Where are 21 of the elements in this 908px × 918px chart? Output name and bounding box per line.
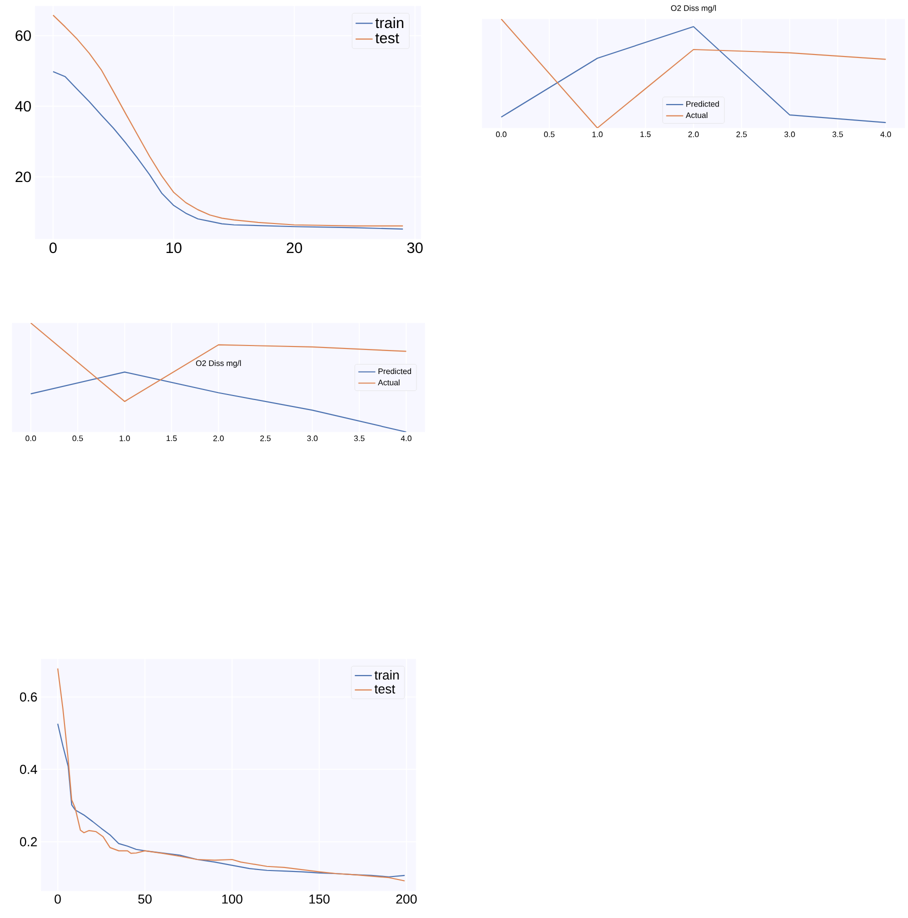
x-tick-label: 0 [54,894,61,904]
y-tick-label: 0.4 [20,764,38,774]
legend-label: train [374,670,399,680]
x-tick-label: 150 [309,894,330,904]
line-series [52,71,404,230]
y-tick-label: 20 [16,172,31,182]
legend-label: test [375,33,400,44]
legend-label: train [375,17,404,28]
legend-label: test [374,684,396,694]
x-tick-label: 30 [407,242,423,254]
x-tick-label: 10 [166,242,182,254]
y-tick-label: 40 [15,100,31,112]
x-tick-label: 200 [396,894,417,904]
y-tick-label: 60 [16,30,31,41]
x-tick-label: 50 [138,894,152,904]
y-tick-label: 0.2 [20,837,37,846]
line-series [52,14,404,226]
x-tick-label: 100 [222,894,242,904]
x-tick-label: 0 [50,242,57,254]
x-tick-label: 20 [286,242,302,254]
y-tick-label: 0.6 [20,692,37,702]
